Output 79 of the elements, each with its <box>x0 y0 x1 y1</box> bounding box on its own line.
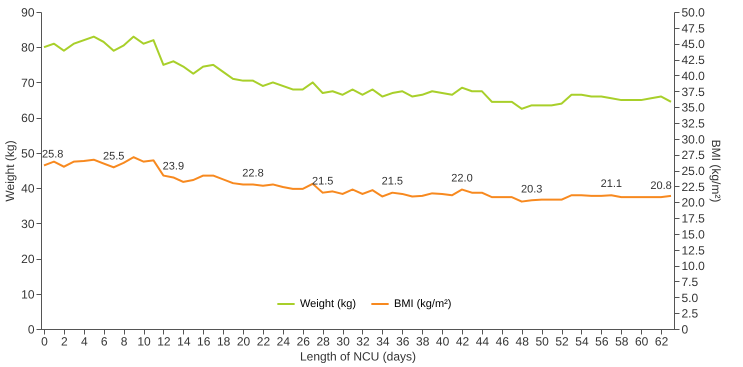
x-tick-label: 4 <box>80 334 88 348</box>
y-tick-label: 40 <box>21 182 35 196</box>
y-tick-label: 70 <box>21 76 35 90</box>
y2-tick-label: 37.5 <box>682 84 706 99</box>
x-tick-label: 62 <box>654 334 669 348</box>
y-tick-label: 0 <box>28 322 35 336</box>
y2-tick-label: 40.0 <box>682 68 706 83</box>
data-label: 22.8 <box>242 167 264 180</box>
x-tick-label: 32 <box>356 334 370 348</box>
y-tick-label: 90 <box>21 6 35 20</box>
data-label: 23.9 <box>162 160 184 172</box>
data-label: 21.5 <box>312 176 334 188</box>
x-tick-label: 18 <box>216 334 231 348</box>
x-tick-label: 42 <box>456 334 470 348</box>
x-tick-label: 8 <box>120 334 128 348</box>
x-tick-label: 12 <box>157 334 171 348</box>
y2-tick-label: 25.0 <box>682 164 706 178</box>
y2-tick-label: 47.5 <box>682 21 706 36</box>
x-tick-label: 48 <box>516 334 530 348</box>
legend-label: Weight (kg) <box>300 298 356 310</box>
y2-tick-label: 15.0 <box>682 227 706 242</box>
x-tick-label: 10 <box>137 334 152 348</box>
y2-tick-label: 12.5 <box>682 243 706 258</box>
line-series <box>42 36 672 110</box>
data-label: 21.5 <box>382 176 404 188</box>
data-label: 21.1 <box>600 178 622 190</box>
y2-tick-label: 42.5 <box>682 53 706 68</box>
data-label: 20.3 <box>520 183 542 196</box>
y-tick-label: 80 <box>21 40 35 55</box>
x-tick-label: 58 <box>615 334 629 348</box>
y2-tick-label: 5.0 <box>682 290 699 305</box>
y2-tick-label: 17.5 <box>682 212 706 226</box>
y2-tick-label: 0 <box>682 322 688 336</box>
y-axis-title: Weight (kg) <box>3 140 18 202</box>
x-tick-label: 20 <box>236 334 251 348</box>
y-tick-label: 20 <box>21 252 35 266</box>
y2-tick-label: 32.5 <box>682 116 706 130</box>
y2-tick-label: 20.0 <box>682 196 706 210</box>
x-tick-label: 44 <box>476 334 490 348</box>
x-tick-label: 6 <box>100 334 108 348</box>
x-tick-label: 22 <box>256 334 270 348</box>
y2-tick-label: 22.5 <box>682 180 706 194</box>
y2-tick-label: 7.5 <box>682 274 699 289</box>
data-label: 20.8 <box>650 180 672 192</box>
x-tick-label: 60 <box>634 334 649 348</box>
data-label: 25.5 <box>102 150 124 162</box>
x-tick-label: 24 <box>276 334 290 348</box>
x-tick-label: 16 <box>197 334 211 348</box>
x-axis-title: Length of NCU (days) <box>300 350 416 364</box>
y2-tick-label: 30.0 <box>682 132 706 146</box>
y2-tick-label: 10.0 <box>682 259 706 274</box>
x-tick-label: 54 <box>575 334 589 348</box>
data-label: 25.8 <box>42 148 64 160</box>
y2-tick-label: 35.0 <box>682 100 706 115</box>
y2-tick-label: 2.5 <box>682 306 699 321</box>
x-tick-label: 14 <box>177 334 191 348</box>
x-tick-label: 26 <box>296 334 310 348</box>
x-tick-label: 34 <box>376 334 390 348</box>
y-tick-label: 30 <box>21 216 35 231</box>
x-tick-label: 46 <box>496 334 510 348</box>
x-tick-label: 56 <box>595 334 609 348</box>
y-tick-label: 10 <box>21 287 35 302</box>
y-tick-label: 60 <box>21 111 35 126</box>
x-tick-label: 40 <box>436 334 450 348</box>
y2-axis-title: BMI (kg/m²) <box>708 140 723 202</box>
y2-tick-label: 27.5 <box>682 148 706 162</box>
x-tick-label: 38 <box>416 334 430 348</box>
y2-tick-label: 50.0 <box>682 6 706 20</box>
x-tick-label: 36 <box>396 334 410 348</box>
x-tick-label: 50 <box>535 334 550 348</box>
y-tick-label: 50 <box>21 146 35 160</box>
x-tick-label: 52 <box>555 334 570 348</box>
x-tick-label: 30 <box>336 334 350 348</box>
legend-label: BMI (kg/m²) <box>394 298 452 310</box>
data-label: 22.0 <box>451 172 473 185</box>
x-tick-label: 28 <box>316 334 330 348</box>
x-tick-label: 0 <box>41 334 48 348</box>
x-tick-label: 2 <box>61 334 68 348</box>
y2-tick-label: 45.0 <box>682 37 706 52</box>
